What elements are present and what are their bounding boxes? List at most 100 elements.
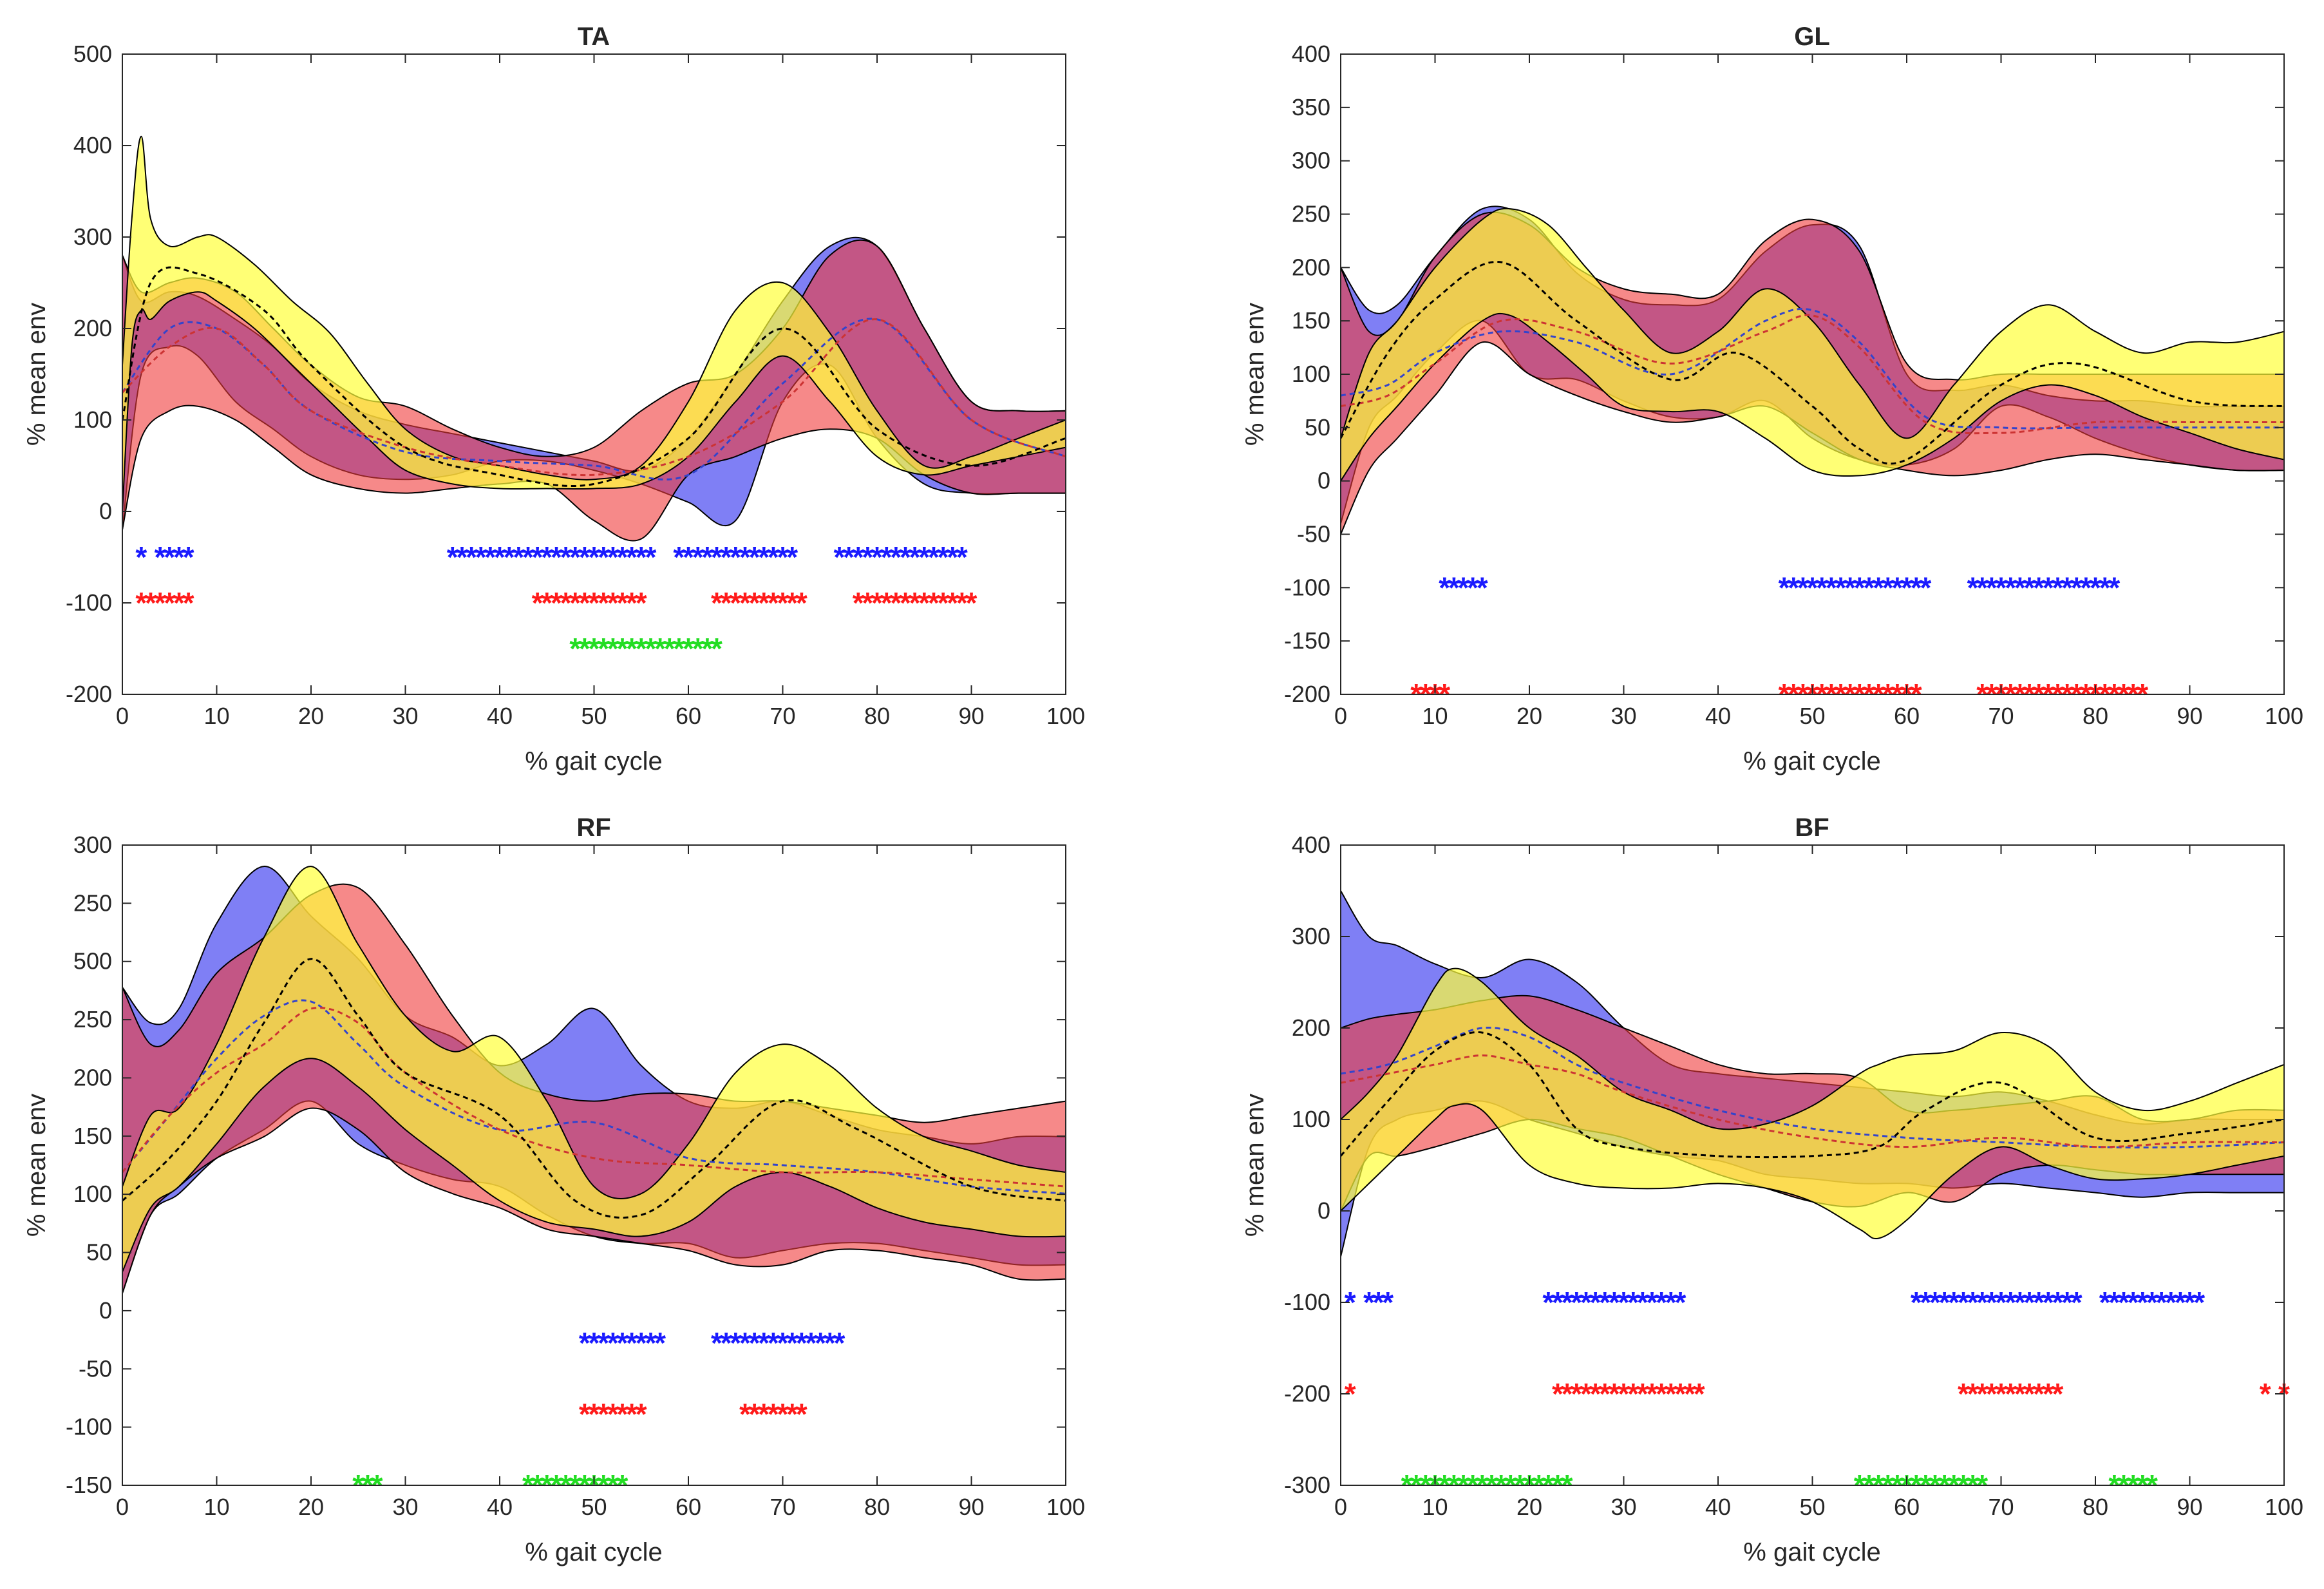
bf-y-tick-label: 400 [1292, 832, 1330, 858]
ta-blue-sig-marker: * [456, 540, 468, 574]
ta-red-mean-line [122, 318, 1066, 477]
gl-y-tick-label: 50 [1305, 414, 1330, 441]
bf-blue-sig-marker: * [1345, 1286, 1356, 1319]
rf-blue-sig-marker: * [721, 1326, 732, 1360]
ta-green-sig-marker: * [589, 632, 600, 665]
ta-green-sig-marker: * [607, 632, 619, 665]
ta-blue-sig-marker: * [938, 540, 949, 574]
gl-x-tick-label: 0 [1334, 703, 1347, 729]
ta-red-sig-marker: * [589, 586, 600, 620]
ta-blue-sig-marker: * [636, 540, 647, 574]
rf-blue-sig-marker: * [645, 1326, 656, 1360]
gl-blue-sig-marker: * [1826, 571, 1837, 604]
ta-x-tick-label: 70 [770, 703, 795, 729]
rf-blue-sig-marker: * [777, 1326, 789, 1360]
rf-y-tick-label: 300 [73, 832, 112, 858]
bf-blue-sig-marker: * [1599, 1286, 1611, 1319]
bf-y-tick-label: 100 [1292, 1106, 1330, 1132]
ta-blue-sig-marker: * [579, 540, 590, 574]
gl-blue-sig-marker: * [2043, 571, 2054, 604]
bf-yellow-mean-line [1341, 1031, 2284, 1159]
rf-red-sig-marker: * [749, 1398, 760, 1431]
gl-blue-sig-marker: * [1996, 571, 2007, 604]
gl-x-tick-label: 30 [1611, 703, 1636, 729]
ta-y-tick-label: 500 [73, 41, 112, 67]
rf-x-tick-label: 70 [770, 1494, 795, 1520]
ta-blue-sig-marker: * [645, 540, 656, 574]
ta-blue-sig-marker: * [947, 540, 958, 574]
gl-x-tick-label: 60 [1894, 703, 1920, 729]
bf-blue-sig-marker: * [1382, 1286, 1393, 1319]
bf-red-sig-marker: * [2033, 1377, 2045, 1411]
bf-red-sig-marker: * [1627, 1377, 1639, 1411]
rf-blue-sig-marker: * [824, 1326, 836, 1360]
bf-y-axis-label: % mean env [1241, 1094, 1269, 1237]
ta-blue-sig-marker: * [928, 540, 940, 574]
gl-x-tick-label: 80 [2083, 703, 2108, 729]
ta-blue-sig-marker: * [843, 540, 855, 574]
ta-green-sig-marker: * [664, 632, 675, 665]
bf-x-tick-label: 10 [1422, 1494, 1448, 1520]
gl-blue-sig-marker: * [1448, 571, 1460, 604]
rf-blue-sig-marker: * [598, 1326, 609, 1360]
gl-blue-sig-marker: * [1986, 571, 1998, 604]
ta-blue-sig-marker: * [541, 540, 553, 574]
bf-blue-sig-marker: * [2156, 1286, 2168, 1319]
rf-x-tick-label: 50 [581, 1494, 607, 1520]
ta-blue-sig-marker: * [881, 540, 893, 574]
bf-red-sig-marker: * [1967, 1377, 1979, 1411]
rf-y-tick-label: 150 [73, 1123, 112, 1149]
bf-red-sig-marker: * [2014, 1377, 2026, 1411]
rf-blue-sig-marker: * [730, 1326, 741, 1360]
ta-plot-area [122, 135, 1066, 542]
gl-yellow-mean-line [1341, 261, 2284, 465]
gl-blue-sig-marker: * [1439, 571, 1450, 604]
bf-red-mean-line [1341, 1054, 2284, 1148]
rf-blue-sig-marker: * [768, 1326, 779, 1360]
rf-x-tick-label: 40 [487, 1494, 513, 1520]
ta-blue-sig-marker: * [918, 540, 930, 574]
gl-blue-sig-marker: * [1797, 571, 1809, 604]
ta-y-tick-label: 0 [99, 498, 112, 524]
bf-x-tick-label: 20 [1516, 1494, 1542, 1520]
bf-red-sig-marker: * [1345, 1377, 1356, 1411]
rf-x-tick-label: 90 [958, 1494, 984, 1520]
rf-red-mean-line [122, 1007, 1066, 1188]
gl-blue-sig-marker: * [1911, 571, 1922, 604]
ta-blue-sig-marker: * [673, 540, 685, 574]
ta-blue-sig-marker: * [551, 540, 562, 574]
bf-red-sig-marker: * [1562, 1377, 1573, 1411]
bf-blue-sig-marker: * [1967, 1286, 1979, 1319]
gl-blue-sig-marker: * [1873, 571, 1884, 604]
bf-red-sig-marker: * [1684, 1377, 1696, 1411]
gl-blue-sig-marker: * [1835, 571, 1846, 604]
bf-blue-sig-marker: * [2043, 1286, 2054, 1319]
bf-blue-sig-marker: * [2099, 1286, 2111, 1319]
bf-blue-sig-marker: * [2023, 1286, 2035, 1319]
rf-title: RF [576, 814, 610, 842]
bf-blue-sig-marker: * [2193, 1286, 2205, 1319]
ta-green-sig-marker: * [683, 632, 694, 665]
ta-x-tick-label: 20 [298, 703, 324, 729]
bf-blue-sig-marker: * [2071, 1286, 2083, 1319]
rf-red-sig-marker: * [739, 1398, 751, 1431]
rf-x-tick-label: 20 [298, 1494, 324, 1520]
gl-blue-sig-marker: * [2033, 571, 2045, 604]
ta-red-sig-marker: * [532, 586, 543, 620]
bf-red-sig-marker: * [1656, 1377, 1667, 1411]
gl-x-tick-label: 40 [1705, 703, 1731, 729]
ta-blue-sig-marker: * [721, 540, 732, 574]
ta-red-sig-marker: * [777, 586, 789, 620]
ta-x-tick-label: 50 [581, 703, 607, 729]
rf-plot-area [122, 866, 1066, 1294]
rf-yellow-band [122, 866, 1066, 1273]
bf-x-tick-label: 40 [1705, 1494, 1731, 1520]
bf-blue-sig-marker: * [1911, 1286, 1922, 1319]
bf-red-sig-marker: * [1958, 1377, 1969, 1411]
ta-y-tick-label: 200 [73, 315, 112, 341]
rf-red-sig-marker: * [758, 1398, 770, 1431]
rf-y-tick-label: -50 [79, 1355, 112, 1382]
ta-red-sig-marker: * [909, 586, 921, 620]
ta-blue-sig-marker: * [871, 540, 883, 574]
bf-red-sig-marker: * [2260, 1377, 2271, 1411]
